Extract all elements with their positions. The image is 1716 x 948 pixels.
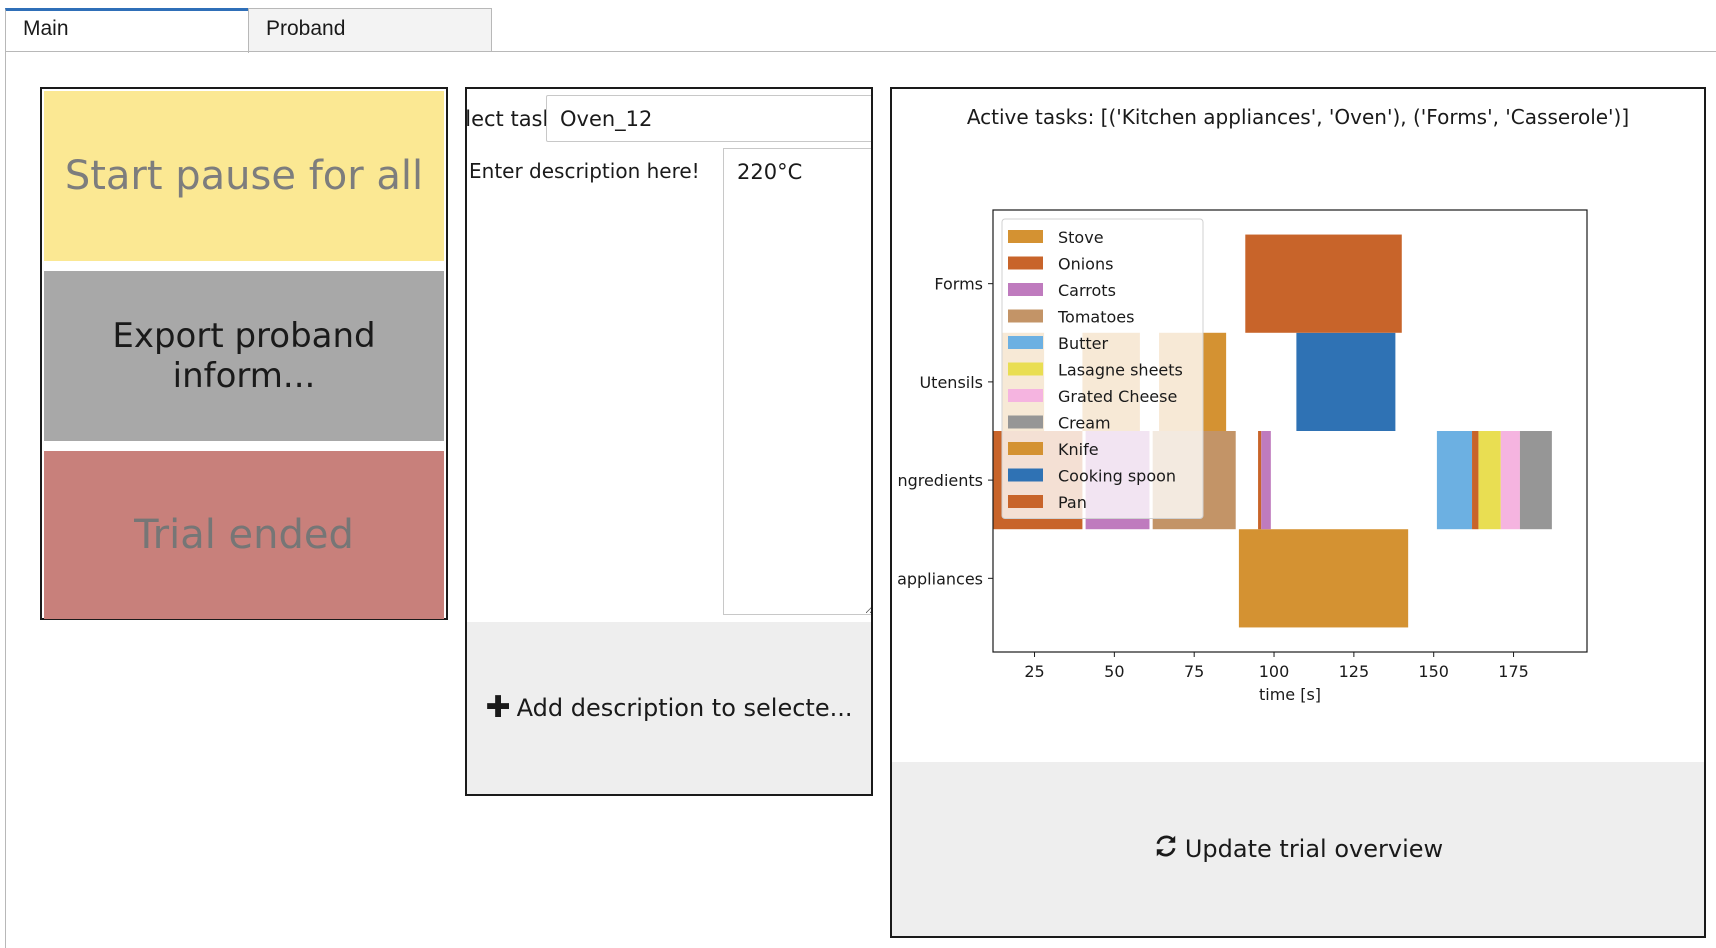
x-axis-label: time [s] [1259, 685, 1321, 704]
legend-swatch [1008, 283, 1043, 296]
legend-label: Cooking spoon [1058, 467, 1176, 486]
legend-swatch [1008, 336, 1043, 349]
legend-swatch [1008, 495, 1043, 508]
add-description-label: Add description to selecte... [516, 694, 853, 722]
legend-label: Pan [1058, 493, 1087, 512]
tab-proband[interactable]: Proband [248, 8, 492, 51]
plus-icon: ✚ [485, 690, 511, 725]
legend-swatch [1008, 389, 1043, 402]
start-pause-button[interactable]: Start pause for all [44, 91, 444, 261]
gantt-bar [1296, 332, 1396, 431]
legend-label: Butter [1058, 334, 1109, 353]
x-tick-label: 25 [1024, 662, 1044, 681]
y-tick-label: appliances [897, 569, 983, 588]
legend-label: Lasagne sheets [1058, 361, 1183, 380]
x-tick-label: 50 [1104, 662, 1124, 681]
legend-swatch [1008, 362, 1043, 376]
select-task-label: Select task [465, 107, 555, 131]
legend-swatch [1008, 256, 1043, 270]
x-tick-label: 125 [1339, 662, 1370, 681]
tab-bar: Main Proband [0, 0, 1716, 53]
update-overview-button[interactable]: Update trial overview [892, 762, 1704, 936]
y-tick-label: Forms [934, 275, 983, 294]
update-overview-label: Update trial overview [1184, 835, 1444, 863]
y-tick-label: ngredients [897, 471, 983, 490]
legend-swatch [1008, 230, 1043, 243]
trial-controls-panel: Start pause for all Export proband infor… [40, 87, 448, 620]
gantt-bar [1519, 431, 1552, 530]
gantt-bar [1500, 431, 1520, 530]
gantt-bar [1258, 431, 1262, 530]
legend-label: Cream [1058, 414, 1111, 433]
gantt-bar [1472, 431, 1479, 530]
select-task-input[interactable] [546, 95, 871, 142]
legend-swatch [1008, 309, 1043, 323]
tab-divider [5, 51, 1716, 52]
trial-gantt-chart: 25 50 75 100 125 150 175 time [s] appliances ngre… [897, 209, 1588, 704]
description-label: Enter description here! [469, 159, 700, 183]
legend-label: Carrots [1058, 281, 1116, 300]
legend-swatch [1008, 468, 1043, 482]
refresh-icon [1153, 833, 1179, 865]
legend-swatch [1008, 415, 1043, 429]
legend-box [1001, 218, 1204, 519]
x-tick-label: 150 [1418, 662, 1449, 681]
gantt-bar [1478, 431, 1501, 530]
legend-label: Knife [1058, 440, 1099, 459]
gantt-bar [1245, 234, 1402, 333]
description-textarea[interactable]: 220°C [723, 148, 871, 615]
task-description-panel: Select task Enter description here! 220°… [465, 87, 873, 796]
trial-ended-button[interactable]: Trial ended [44, 451, 444, 619]
add-description-button[interactable]: ✚ Add description to selecte... [467, 622, 871, 794]
legend-swatch [1008, 442, 1043, 455]
legend-label: Stove [1058, 228, 1104, 247]
x-tick-label: 75 [1184, 662, 1204, 681]
gantt-bar [1238, 529, 1409, 628]
gantt-bar [1261, 431, 1271, 530]
main-tab-content [5, 52, 1716, 948]
legend-label: Onions [1058, 255, 1113, 274]
y-tick-label: Utensils [919, 373, 983, 392]
legend-label: Grated Cheese [1058, 387, 1177, 406]
gantt-bar [1436, 431, 1473, 530]
trial-overview-panel: Active tasks: [('Kitchen appliances', 'O… [890, 87, 1706, 938]
x-tick-label: 100 [1259, 662, 1290, 681]
x-tick-label: 175 [1498, 662, 1529, 681]
active-tasks-title: Active tasks: [('Kitchen appliances', 'O… [966, 105, 1630, 129]
plot-frame [992, 209, 1588, 653]
tab-main[interactable]: Main [5, 8, 249, 53]
export-proband-button[interactable]: Export proband inform... [44, 271, 444, 441]
legend-label: Tomatoes [1057, 308, 1134, 327]
